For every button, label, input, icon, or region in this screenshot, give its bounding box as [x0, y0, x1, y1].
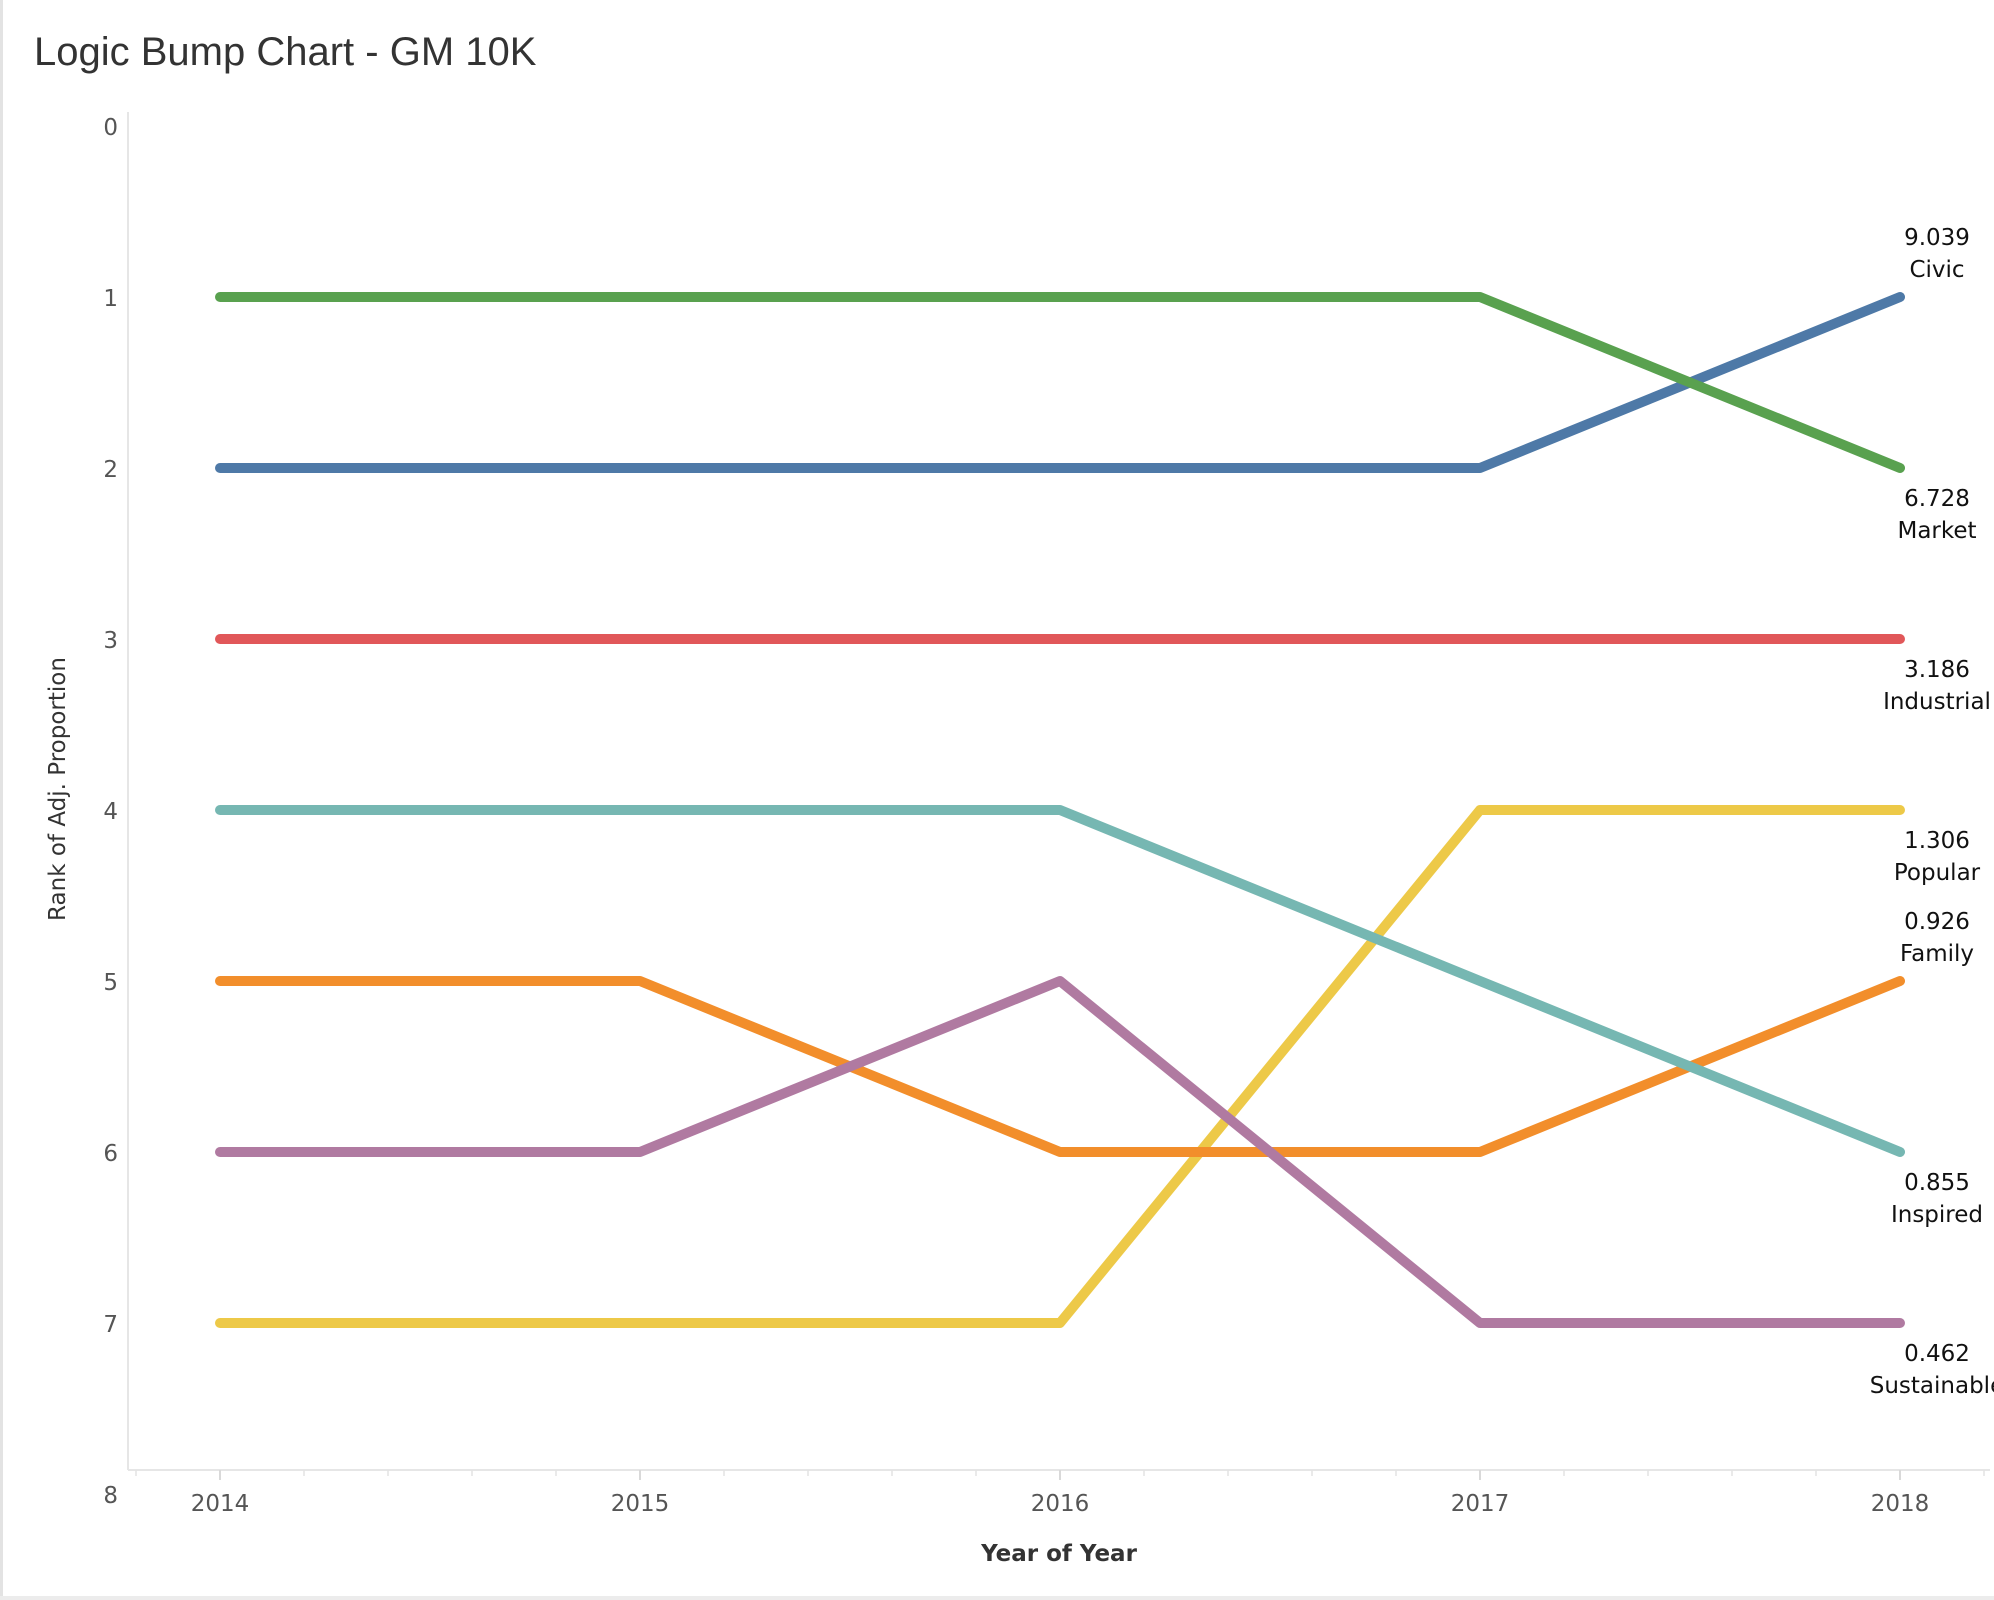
end-name-label-industrial: Industrial	[1883, 689, 1991, 715]
x-tick-label: 2018	[1871, 1491, 1930, 1517]
y-tick-label: 8	[103, 1483, 118, 1509]
end-value-label-sustainable: 0.462	[1904, 1341, 1970, 1367]
x-tick-label: 2014	[191, 1491, 250, 1517]
x-tick-label: 2017	[1451, 1491, 1510, 1517]
x-axis-title: Year of Year	[980, 1541, 1137, 1567]
chart-title: Logic Bump Chart - GM 10K	[34, 30, 537, 74]
y-tick-label: 6	[103, 1141, 118, 1167]
end-name-label-inspired: Inspired	[1891, 1202, 1983, 1228]
frame-left-border	[0, 0, 3, 1600]
series-line-civic	[215, 292, 1905, 473]
series-line-market	[215, 292, 1905, 473]
end-value-label-family: 0.926	[1904, 909, 1970, 935]
end-value-label-inspired: 0.855	[1904, 1170, 1970, 1196]
end-name-label-popular: Popular	[1894, 860, 1981, 886]
end-value-label-industrial: 3.186	[1904, 657, 1970, 683]
series-line-family	[215, 976, 1905, 1157]
frame-bottom-border	[0, 1596, 1994, 1600]
y-tick-label: 2	[103, 457, 118, 483]
end-name-label-civic: Civic	[1909, 257, 1964, 283]
end-name-label-sustainable: Sustainable	[1870, 1373, 1994, 1399]
y-axis-title: Rank of Adj. Proportion	[45, 657, 71, 921]
end-value-label-civic: 9.039	[1904, 225, 1970, 251]
y-tick-label: 4	[103, 799, 118, 825]
series-line-inspired	[215, 805, 1905, 1157]
x-tick-label: 2015	[611, 1491, 670, 1517]
y-tick-label: 0	[103, 115, 118, 141]
series-line-popular	[215, 805, 1905, 1328]
x-tick-label: 2016	[1031, 1491, 1090, 1517]
end-name-label-family: Family	[1900, 941, 1974, 967]
y-tick-label: 5	[103, 970, 118, 996]
y-tick-label: 3	[103, 628, 118, 654]
end-value-label-market: 6.728	[1904, 486, 1970, 512]
y-tick-label: 1	[103, 286, 118, 312]
end-name-label-market: Market	[1897, 518, 1976, 544]
series-line-sustainable	[215, 976, 1905, 1328]
y-tick-label: 7	[103, 1312, 118, 1338]
end-value-label-popular: 1.306	[1904, 828, 1970, 854]
